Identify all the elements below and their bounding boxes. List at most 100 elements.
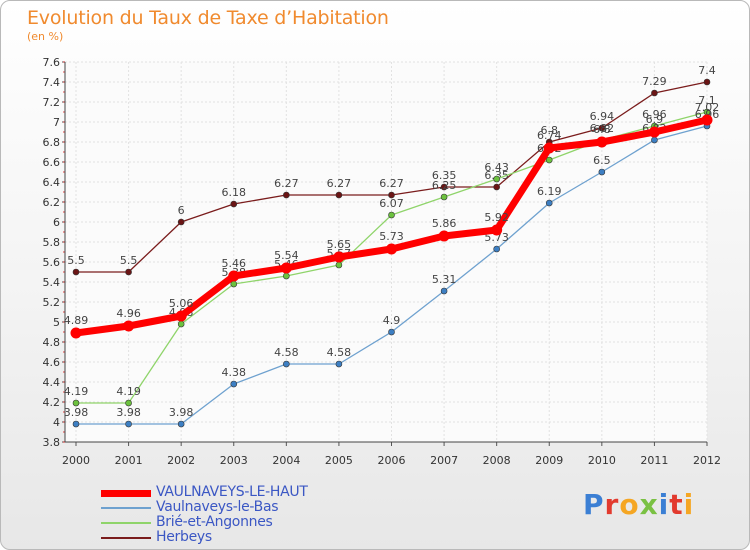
data-point-bri-et-angonnes: [125, 399, 132, 407]
data-label-vaulnaveys-le-bas: 4.58: [274, 346, 299, 359]
y-tick-label: 6.4: [43, 176, 61, 189]
data-point-herbeys: [72, 268, 80, 276]
y-tick-label: 3.8: [43, 436, 61, 449]
logo-letter: i: [658, 488, 670, 521]
data-label-vaulnaveys-le-haut: 5.65: [327, 238, 352, 251]
data-label-vaulnaveys-le-haut: 6.9: [646, 113, 664, 126]
data-label-herbeys: 6.94: [590, 110, 615, 123]
logo-letter: x: [639, 488, 659, 521]
x-tick-label: 2000: [62, 454, 90, 467]
x-tick-label: 2008: [483, 454, 511, 467]
logo-letter: P: [583, 488, 605, 521]
data-label-vaulnaveys-le-haut: 4.89: [64, 314, 89, 327]
data-point-bri-et-angonnes: [335, 261, 343, 269]
x-tick-label: 2006: [378, 454, 406, 467]
y-tick-label: 4.6: [43, 356, 61, 369]
data-point-vaulnaveys-le-haut: [228, 270, 240, 282]
data-point-bri-et-angonnes: [283, 272, 290, 280]
data-point-herbeys: [440, 183, 448, 191]
data-point-vaulnaveys-le-haut: [386, 243, 397, 255]
y-tick-label: 7.2: [43, 96, 61, 109]
x-tick-label: 2003: [220, 454, 248, 467]
data-point-vaulnaveys-le-haut: [648, 126, 660, 138]
data-label-vaulnaveys-le-haut: 7.02: [695, 101, 720, 114]
legend-label: Herbeys: [156, 529, 212, 545]
data-label-bri-et-angonnes: 6.07: [379, 197, 404, 210]
legend-swatch: [101, 507, 151, 509]
data-label-herbeys: 6.27: [327, 177, 352, 190]
data-point-vaulnaveys-le-bas: [440, 287, 448, 295]
logo-letter: r: [604, 488, 620, 521]
data-point-vaulnaveys-le-haut: [175, 310, 187, 322]
data-point-vaulnaveys-le-haut: [438, 230, 450, 242]
data-point-bri-et-angonnes: [440, 193, 448, 201]
x-tick-label: 2011: [640, 454, 668, 467]
legend-swatch: [101, 489, 151, 497]
legend-label: VAULNAVEYS-LE-HAUT: [156, 484, 308, 500]
data-point-vaulnaveys-le-bas: [598, 168, 606, 176]
data-point-bri-et-angonnes: [388, 211, 395, 219]
data-label-herbeys: 7.4: [698, 64, 716, 77]
data-point-vaulnaveys-le-bas: [125, 420, 132, 428]
x-tick-label: 2010: [588, 454, 616, 467]
legend-swatch: [101, 537, 151, 539]
data-label-herbeys: 6: [178, 204, 185, 217]
data-point-vaulnaveys-le-bas: [493, 245, 500, 253]
y-tick-label: 5: [53, 316, 60, 329]
data-point-herbeys: [388, 191, 395, 199]
data-label-vaulnaveys-le-haut: 4.96: [116, 307, 141, 320]
data-point-herbeys: [598, 124, 606, 132]
x-tick-label: 2012: [693, 454, 721, 467]
data-label-vaulnaveys-le-bas: 4.58: [327, 346, 352, 359]
legend-label: Vaulnaveys-le-Bas: [156, 499, 279, 515]
logo-letter: o: [619, 488, 640, 521]
y-tick-label: 6.2: [43, 196, 61, 209]
data-label-bri-et-angonnes: 6.82: [590, 122, 615, 135]
data-label-vaulnaveys-le-bas: 5.31: [432, 273, 457, 286]
data-label-vaulnaveys-le-bas: 5.73: [484, 231, 509, 244]
data-point-vaulnaveys-le-bas: [335, 360, 343, 368]
y-tick-label: 6.8: [43, 136, 61, 149]
data-label-vaulnaveys-le-haut: 6.8: [593, 123, 611, 136]
y-tick-label: 5.4: [43, 276, 61, 289]
data-label-vaulnaveys-le-bas: 3.98: [169, 406, 194, 419]
data-label-vaulnaveys-le-bas: 6.5: [593, 154, 611, 167]
data-point-vaulnaveys-le-haut: [333, 251, 345, 263]
chart-title: Evolution du Taux de Taxe d’Habitation: [27, 7, 389, 29]
data-label-herbeys: 6.35: [432, 169, 457, 182]
data-point-vaulnaveys-le-haut: [123, 320, 135, 332]
data-point-vaulnaveys-le-bas: [177, 420, 185, 428]
y-tick-label: 4.4: [43, 376, 61, 389]
data-label-herbeys: 6.18: [222, 186, 247, 199]
data-point-vaulnaveys-le-bas: [72, 420, 80, 428]
data-label-vaulnaveys-le-haut: 5.54: [274, 249, 299, 262]
data-point-vaulnaveys-le-bas: [230, 380, 238, 388]
y-tick-label: 4.2: [43, 396, 61, 409]
data-label-vaulnaveys-le-haut: 5.73: [379, 230, 404, 243]
data-label-vaulnaveys-le-haut: 5.86: [432, 217, 457, 230]
proxiti-logo: Proxiti: [583, 488, 694, 521]
data-point-bri-et-angonnes: [72, 399, 80, 407]
y-tick-label: 5.2: [43, 296, 61, 309]
x-tick-label: 2005: [325, 454, 353, 467]
data-point-bri-et-angonnes: [177, 320, 185, 328]
y-tick-label: 7.4: [43, 76, 61, 89]
data-point-bri-et-angonnes: [545, 156, 553, 164]
data-label-vaulnaveys-le-haut: 5.06: [169, 297, 194, 310]
data-point-herbeys: [283, 191, 290, 199]
y-tick-label: 6: [53, 216, 60, 229]
data-label-herbeys: 7.29: [642, 75, 667, 88]
legend-label: Brié-et-Angonnes: [156, 514, 273, 530]
y-tick-label: 7: [53, 116, 60, 129]
data-label-bri-et-angonnes: 4.19: [116, 385, 141, 398]
data-point-vaulnaveys-le-haut: [701, 114, 713, 126]
data-point-herbeys: [177, 218, 185, 226]
data-point-bri-et-angonnes: [493, 175, 500, 183]
logo-letter: i: [683, 488, 695, 521]
data-point-herbeys: [335, 191, 343, 199]
logo-letter: t: [669, 488, 684, 521]
y-tick-label: 5.8: [43, 236, 61, 249]
data-point-vaulnaveys-le-bas: [651, 136, 658, 144]
